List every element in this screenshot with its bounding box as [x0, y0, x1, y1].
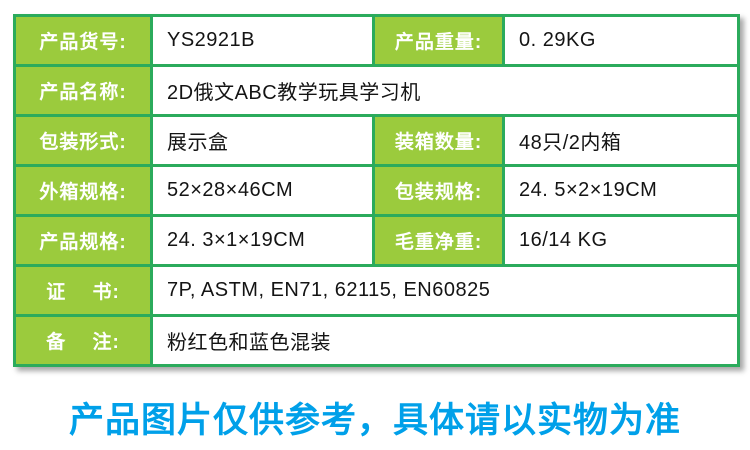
table-row: 包装形式: 展示盒 装箱数量: 48只/2内箱	[13, 114, 740, 167]
value-product-code: YS2921B	[150, 14, 375, 67]
table-row: 备 注: 粉红色和蓝色混装	[13, 314, 740, 367]
label-packaging-size: 包装规格:	[372, 164, 505, 217]
label-certificates: 证 书:	[13, 264, 153, 317]
table-row: 外箱规格: 52×28×46CM 包装规格: 24. 5×2×19CM	[13, 164, 740, 217]
value-packaging-size: 24. 5×2×19CM	[502, 164, 740, 217]
label-gross-net-weight: 毛重净重:	[372, 214, 505, 267]
label-product-size: 产品规格:	[13, 214, 153, 267]
label-remarks: 备 注:	[13, 314, 153, 367]
table-row: 产品名称: 2D俄文ABC教学玩具学习机	[13, 64, 740, 117]
value-product-name: 2D俄文ABC教学玩具学习机	[150, 64, 740, 117]
disclaimer-text: 产品图片仅供参考，具体请以实物为准	[68, 401, 681, 440]
table-row: 产品规格: 24. 3×1×19CM 毛重净重: 16/14 KG	[13, 214, 740, 267]
value-carton-quantity: 48只/2内箱	[502, 114, 740, 167]
table-row: 产品货号: YS2921B 产品重量: 0. 29KG	[13, 14, 740, 67]
label-product-weight: 产品重量:	[372, 14, 505, 67]
spec-table: 产品货号: YS2921B 产品重量: 0. 29KG 产品名称: 2D俄文AB…	[13, 14, 740, 367]
value-certificates: 7P, ASTM, EN71, 62115, EN60825	[150, 264, 740, 317]
value-product-weight: 0. 29KG	[502, 14, 740, 67]
label-product-name: 产品名称:	[13, 64, 153, 117]
label-product-code: 产品货号:	[13, 14, 153, 67]
value-remarks: 粉红色和蓝色混装	[150, 314, 740, 367]
value-packing-form: 展示盒	[150, 114, 375, 167]
label-packing-form: 包装形式:	[13, 114, 153, 167]
label-carton-quantity: 装箱数量:	[372, 114, 505, 167]
value-outer-carton-size: 52×28×46CM	[150, 164, 375, 217]
table-row: 证 书: 7P, ASTM, EN71, 62115, EN60825	[13, 264, 740, 317]
value-product-size: 24. 3×1×19CM	[150, 214, 375, 267]
value-gross-net-weight: 16/14 KG	[502, 214, 740, 267]
label-outer-carton-size: 外箱规格:	[13, 164, 153, 217]
